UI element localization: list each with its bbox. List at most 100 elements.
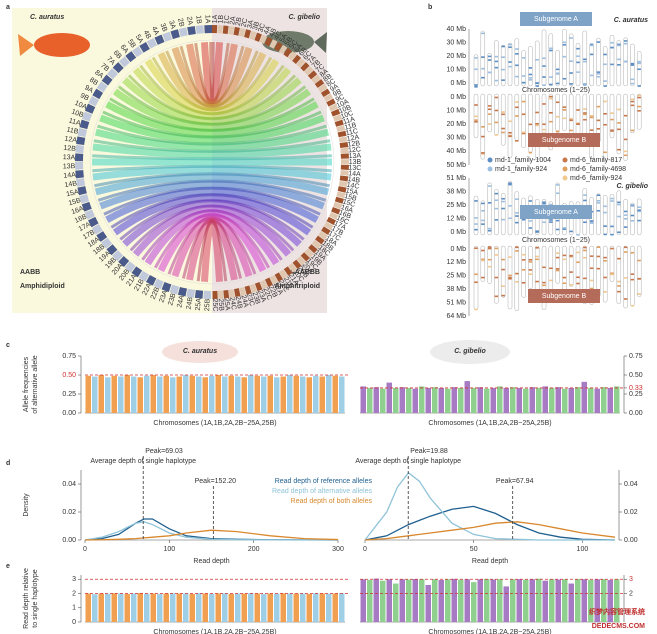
ideogram-band [515, 198, 519, 200]
bar [360, 386, 366, 413]
ideogram-band [576, 61, 580, 64]
bar [85, 593, 91, 622]
ideogram-band [487, 258, 492, 261]
bar [137, 377, 143, 413]
ideogram-band [474, 308, 478, 311]
chromosome-segment [234, 288, 241, 297]
subgenome-label: Subgenome A [534, 209, 578, 216]
ideogram-band [549, 279, 553, 282]
bar [464, 579, 470, 622]
chromosome-label: 1B [194, 15, 202, 25]
peak-label: Peak=67.94 [496, 478, 534, 485]
bar [163, 375, 169, 413]
bar [451, 387, 457, 413]
legend-swatch [487, 157, 493, 163]
ideogram-band [494, 276, 499, 279]
ideogram-band [474, 68, 478, 71]
ideogram-band [637, 85, 641, 87]
ideogram-band [596, 41, 601, 43]
bar [588, 387, 594, 413]
x-tick-label: 300 [332, 546, 344, 553]
chromosome-label: 12C [348, 146, 361, 154]
chromosome-label: 1B [218, 14, 226, 23]
bar [536, 387, 542, 413]
ideogram-band [515, 64, 519, 67]
ideogram-band [623, 298, 628, 300]
ideogram-band [501, 258, 505, 261]
ideogram-band [549, 203, 553, 206]
ideogram [494, 93, 499, 135]
x-tick-label: 200 [248, 546, 260, 553]
x-tick-label: 100 [577, 546, 589, 553]
bar [124, 375, 130, 413]
ideogram-band [515, 280, 519, 283]
ideogram-band [481, 249, 485, 252]
ideogram-band [474, 121, 478, 123]
ploidy-label: Amphidiploid [20, 283, 65, 290]
chromosome-label: 16C [335, 215, 350, 227]
ideogram-band [576, 71, 580, 73]
chromosome-segment [162, 31, 173, 42]
legend-label: md-6_family-4698 [570, 166, 626, 173]
ideogram [535, 40, 540, 87]
ideogram-band [515, 140, 519, 142]
ideogram-band [487, 105, 492, 107]
chromosome-segment [91, 224, 103, 235]
chromosome-label: 24A [176, 294, 186, 308]
chromosome-segment [336, 191, 346, 199]
ideogram-band [617, 231, 621, 234]
bar [183, 375, 189, 413]
ideogram-band [487, 229, 492, 232]
bar [529, 579, 535, 622]
legend-label: Read depth of alternative alleles [272, 488, 373, 495]
ideogram [609, 245, 615, 282]
ideogram-band [596, 255, 601, 258]
ideogram-band [549, 267, 553, 270]
bar [248, 593, 254, 622]
chromosome-segment [318, 231, 328, 240]
chromosome-label: 11A [342, 116, 356, 126]
ideogram-band [515, 246, 519, 249]
bar [367, 387, 373, 413]
x-tick-label: 0 [363, 546, 367, 553]
chromosome-segment [321, 226, 331, 235]
bar [118, 593, 124, 622]
ideogram-band [521, 75, 526, 77]
subgenome-box [528, 133, 600, 147]
bar [319, 593, 325, 622]
bar [419, 579, 425, 622]
ideogram [494, 189, 499, 236]
ideogram [623, 199, 628, 236]
chromosome-label: 13A [349, 153, 362, 161]
bar [326, 375, 332, 413]
ideogram-band [596, 75, 601, 78]
chromosome-segment [326, 216, 336, 225]
chromosome-segment [274, 41, 283, 52]
synteny-ribbon [92, 164, 332, 173]
chromosome-label: 6B [112, 49, 123, 60]
bar [189, 593, 195, 622]
chromosome-label: 14C [346, 182, 360, 191]
ideogram-band [494, 134, 499, 136]
chromosome-segment [292, 54, 302, 65]
ideogram-band [576, 123, 580, 126]
ideogram-band [583, 83, 587, 86]
y-tick-label: 0.02 [624, 509, 638, 516]
chromosome-segment [307, 70, 318, 80]
chromosome-label: 7C [315, 63, 326, 74]
chromosome-segment [239, 286, 247, 296]
chromosome-label: 9B [79, 92, 90, 102]
chromosome-segment [249, 30, 257, 41]
synteny-ribbon [209, 41, 215, 104]
ideogram-band [583, 113, 587, 116]
ideogram-band [569, 83, 573, 85]
chromosome-label: 5B [126, 38, 137, 49]
ideogram-band [610, 200, 614, 202]
ideogram [555, 49, 560, 87]
ideogram [514, 93, 519, 141]
chromosome-segment [124, 261, 136, 273]
mb-tick-label: 12 Mb [447, 215, 467, 222]
bar [306, 593, 312, 622]
bar [614, 579, 620, 622]
chromosome-segment [88, 95, 99, 107]
